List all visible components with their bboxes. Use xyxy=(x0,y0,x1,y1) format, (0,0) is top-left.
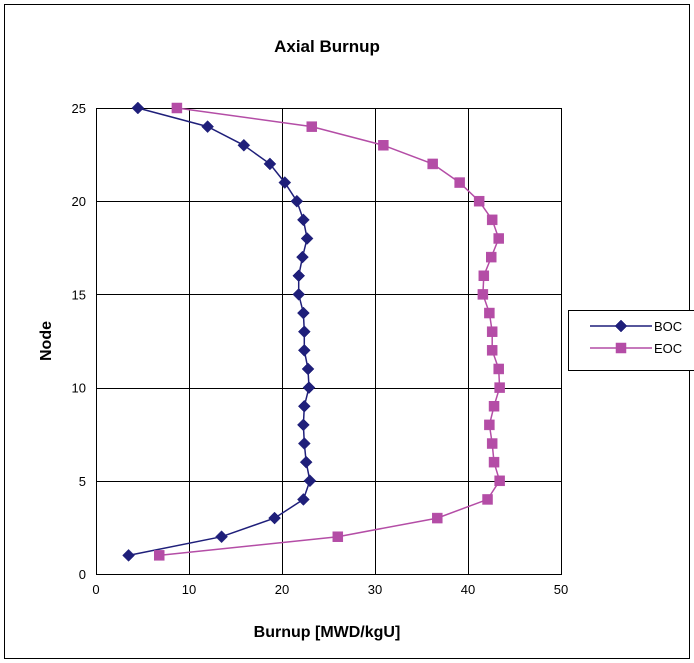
data-point-boc xyxy=(131,101,145,115)
y-tick-label: 25 xyxy=(72,101,86,116)
legend-box xyxy=(568,310,694,371)
legend-label: EOC xyxy=(654,341,682,356)
data-point-eoc xyxy=(494,475,505,487)
data-point-eoc xyxy=(171,102,183,114)
data-point-boc xyxy=(290,194,304,208)
chart-title: Axial Burnup xyxy=(274,37,380,56)
data-point-eoc xyxy=(488,400,500,412)
series-boc xyxy=(122,101,317,562)
legend-item-boc: BOC xyxy=(590,319,682,334)
data-point-boc xyxy=(297,213,310,227)
data-point-eoc xyxy=(486,214,498,226)
data-point-boc xyxy=(303,474,317,488)
data-point-eoc xyxy=(477,289,489,300)
legend-marker xyxy=(614,319,628,333)
y-tick-label: 15 xyxy=(72,287,86,302)
data-point-boc xyxy=(292,269,306,283)
data-point-boc xyxy=(300,232,314,245)
y-tick-label: 0 xyxy=(79,567,86,582)
data-point-boc xyxy=(297,437,311,450)
data-point-eoc xyxy=(482,494,493,505)
legend-label: BOC xyxy=(654,319,682,334)
data-point-boc xyxy=(215,530,228,544)
data-point-boc xyxy=(297,493,310,506)
x-tick-label: 50 xyxy=(554,582,568,597)
data-point-eoc xyxy=(486,345,498,356)
data-point-eoc xyxy=(332,531,344,542)
plot-area-border xyxy=(96,108,562,575)
data-point-eoc xyxy=(486,438,498,449)
data-point-boc xyxy=(301,362,315,376)
y-tick-label: 20 xyxy=(72,194,86,209)
data-point-boc xyxy=(296,250,309,264)
data-point-eoc xyxy=(473,195,485,207)
data-point-eoc xyxy=(486,251,497,263)
data-point-eoc xyxy=(153,550,165,561)
y-tick-label: 10 xyxy=(72,381,86,396)
data-point-boc xyxy=(297,399,311,413)
data-point-boc xyxy=(297,343,311,357)
legend: BOC EOC xyxy=(568,310,694,371)
data-point-eoc xyxy=(306,121,318,132)
legend-marker xyxy=(615,342,627,354)
data-point-eoc xyxy=(484,419,495,431)
data-point-eoc xyxy=(432,512,443,524)
data-point-eoc xyxy=(488,456,500,468)
legend-item-eoc: EOC xyxy=(590,341,682,356)
y-tick-label: 5 xyxy=(79,474,86,489)
data-point-eoc xyxy=(493,233,504,244)
data-point-boc xyxy=(263,157,277,171)
data-point-eoc xyxy=(484,307,495,319)
data-point-eoc xyxy=(486,326,498,337)
data-point-boc xyxy=(122,549,135,562)
data-point-eoc xyxy=(493,363,504,375)
y-tick-labels: 0 5 10 15 20 25 xyxy=(72,101,86,582)
x-tick-label: 10 xyxy=(182,582,196,597)
x-tick-label: 40 xyxy=(461,582,475,597)
x-tick-label: 20 xyxy=(275,582,289,597)
series-eoc xyxy=(153,102,505,561)
data-point-boc xyxy=(297,306,310,320)
data-point-boc xyxy=(297,325,311,339)
data-point-boc xyxy=(237,138,251,152)
x-tick-label: 30 xyxy=(368,582,382,597)
x-tick-label: 0 xyxy=(92,582,99,597)
data-point-eoc xyxy=(478,270,490,282)
data-point-boc xyxy=(292,288,306,301)
data-point-eoc xyxy=(454,177,465,188)
series-layer xyxy=(122,101,505,562)
data-point-boc xyxy=(299,455,313,469)
y-axis-title: Node xyxy=(38,321,55,361)
data-point-eoc xyxy=(427,158,438,170)
data-point-boc xyxy=(297,418,310,432)
data-point-boc xyxy=(302,381,316,394)
grid xyxy=(96,108,562,575)
data-point-boc xyxy=(201,120,214,133)
x-axis-title: Burnup [MWD/kgU] xyxy=(254,624,401,641)
data-point-eoc xyxy=(494,382,505,393)
x-tick-labels: 0 10 20 30 40 50 xyxy=(92,582,568,597)
data-point-boc xyxy=(278,176,292,189)
data-point-boc xyxy=(268,511,281,525)
data-point-eoc xyxy=(378,140,389,151)
